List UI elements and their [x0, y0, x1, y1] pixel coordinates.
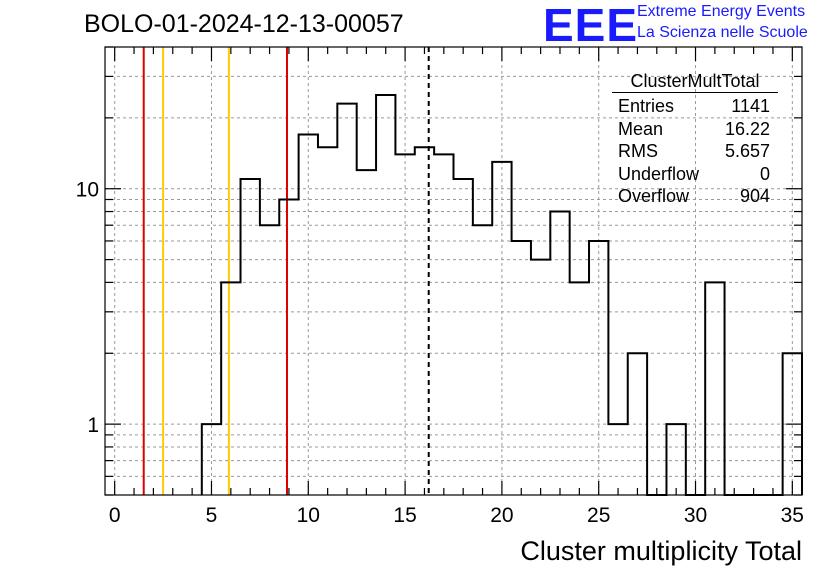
chart-title: BOLO-01-2024-12-13-00057 [84, 10, 404, 38]
x-tick-label: 5 [206, 504, 218, 527]
histogram-bin [299, 134, 318, 495]
histogram-bin [337, 104, 356, 495]
stats-row-underflow: Underflow 0 [612, 163, 778, 186]
x-tick-label: 35 [781, 504, 804, 527]
eee-logo: EEE [543, 0, 639, 51]
stats-row-overflow: Overflow 904 [612, 185, 778, 208]
stats-value: 0 [759, 163, 770, 184]
histogram-bin [608, 424, 627, 495]
x-tick-label: 15 [393, 504, 416, 527]
plot-frame [104, 46, 803, 496]
histogram-bin [221, 282, 240, 495]
stats-label: Overflow [618, 186, 690, 206]
stats-label: Underflow [618, 163, 700, 184]
x-tick-label: 10 [297, 504, 320, 527]
stats-value: 1141 [731, 96, 770, 116]
histogram-bin [318, 147, 337, 495]
stats-value: 16.22 [724, 118, 770, 139]
histogram-bin [589, 241, 608, 495]
histogram-bin [531, 260, 550, 495]
x-axis-label: Cluster multiplicity Total [520, 536, 802, 566]
stats-value: 904 [739, 186, 770, 206]
histogram-bin [666, 424, 685, 495]
histogram-bin [492, 162, 511, 495]
y-tick-label: 1 [87, 414, 99, 437]
logo-line-1: Extreme Energy Events [637, 3, 806, 20]
stats-row-entries: Entries 1141 [612, 95, 778, 118]
histogram-bin [628, 353, 647, 495]
stats-value: 5.657 [724, 141, 770, 161]
histogram-bin [395, 154, 414, 495]
histogram-bin [415, 147, 434, 495]
histogram-bin [376, 95, 395, 495]
histogram-bin [454, 179, 473, 495]
histogram-bin [279, 200, 298, 495]
stats-label: Entries [618, 96, 675, 116]
stats-box-title: ClusterMultTotal [612, 70, 778, 93]
histogram-bin [550, 212, 569, 495]
stats-label: Mean [618, 118, 664, 139]
histogram-bin [473, 225, 492, 495]
reference-lines [142, 47, 430, 495]
stats-row-mean: Mean 16.22 [612, 118, 778, 141]
histogram-series [200, 94, 803, 496]
logo-line-2: La Scienza nelle Scuole [637, 24, 808, 41]
histogram-bin [570, 282, 589, 495]
x-tick-label: 20 [490, 504, 513, 527]
histogram-outline [200, 94, 803, 496]
histogram-bin [357, 170, 376, 495]
histogram-bin [434, 154, 453, 495]
stats-row-rms: RMS 5.657 [612, 140, 778, 163]
x-tick-label: 0 [109, 504, 121, 527]
stats-label: RMS [618, 141, 658, 161]
y-tick-label: 10 [76, 179, 99, 202]
histogram-bin [241, 179, 260, 495]
histogram-bin [705, 282, 724, 495]
x-tick-label: 25 [587, 504, 610, 527]
stats-box: ClusterMultTotal Entries 1141 Mean 16.22… [612, 70, 778, 208]
histogram-bin [512, 241, 531, 495]
axes: 0 5 10 15 20 25 30 35 1 10 [76, 46, 804, 527]
histogram-bin [260, 225, 279, 495]
x-tick-label: 30 [684, 504, 707, 527]
